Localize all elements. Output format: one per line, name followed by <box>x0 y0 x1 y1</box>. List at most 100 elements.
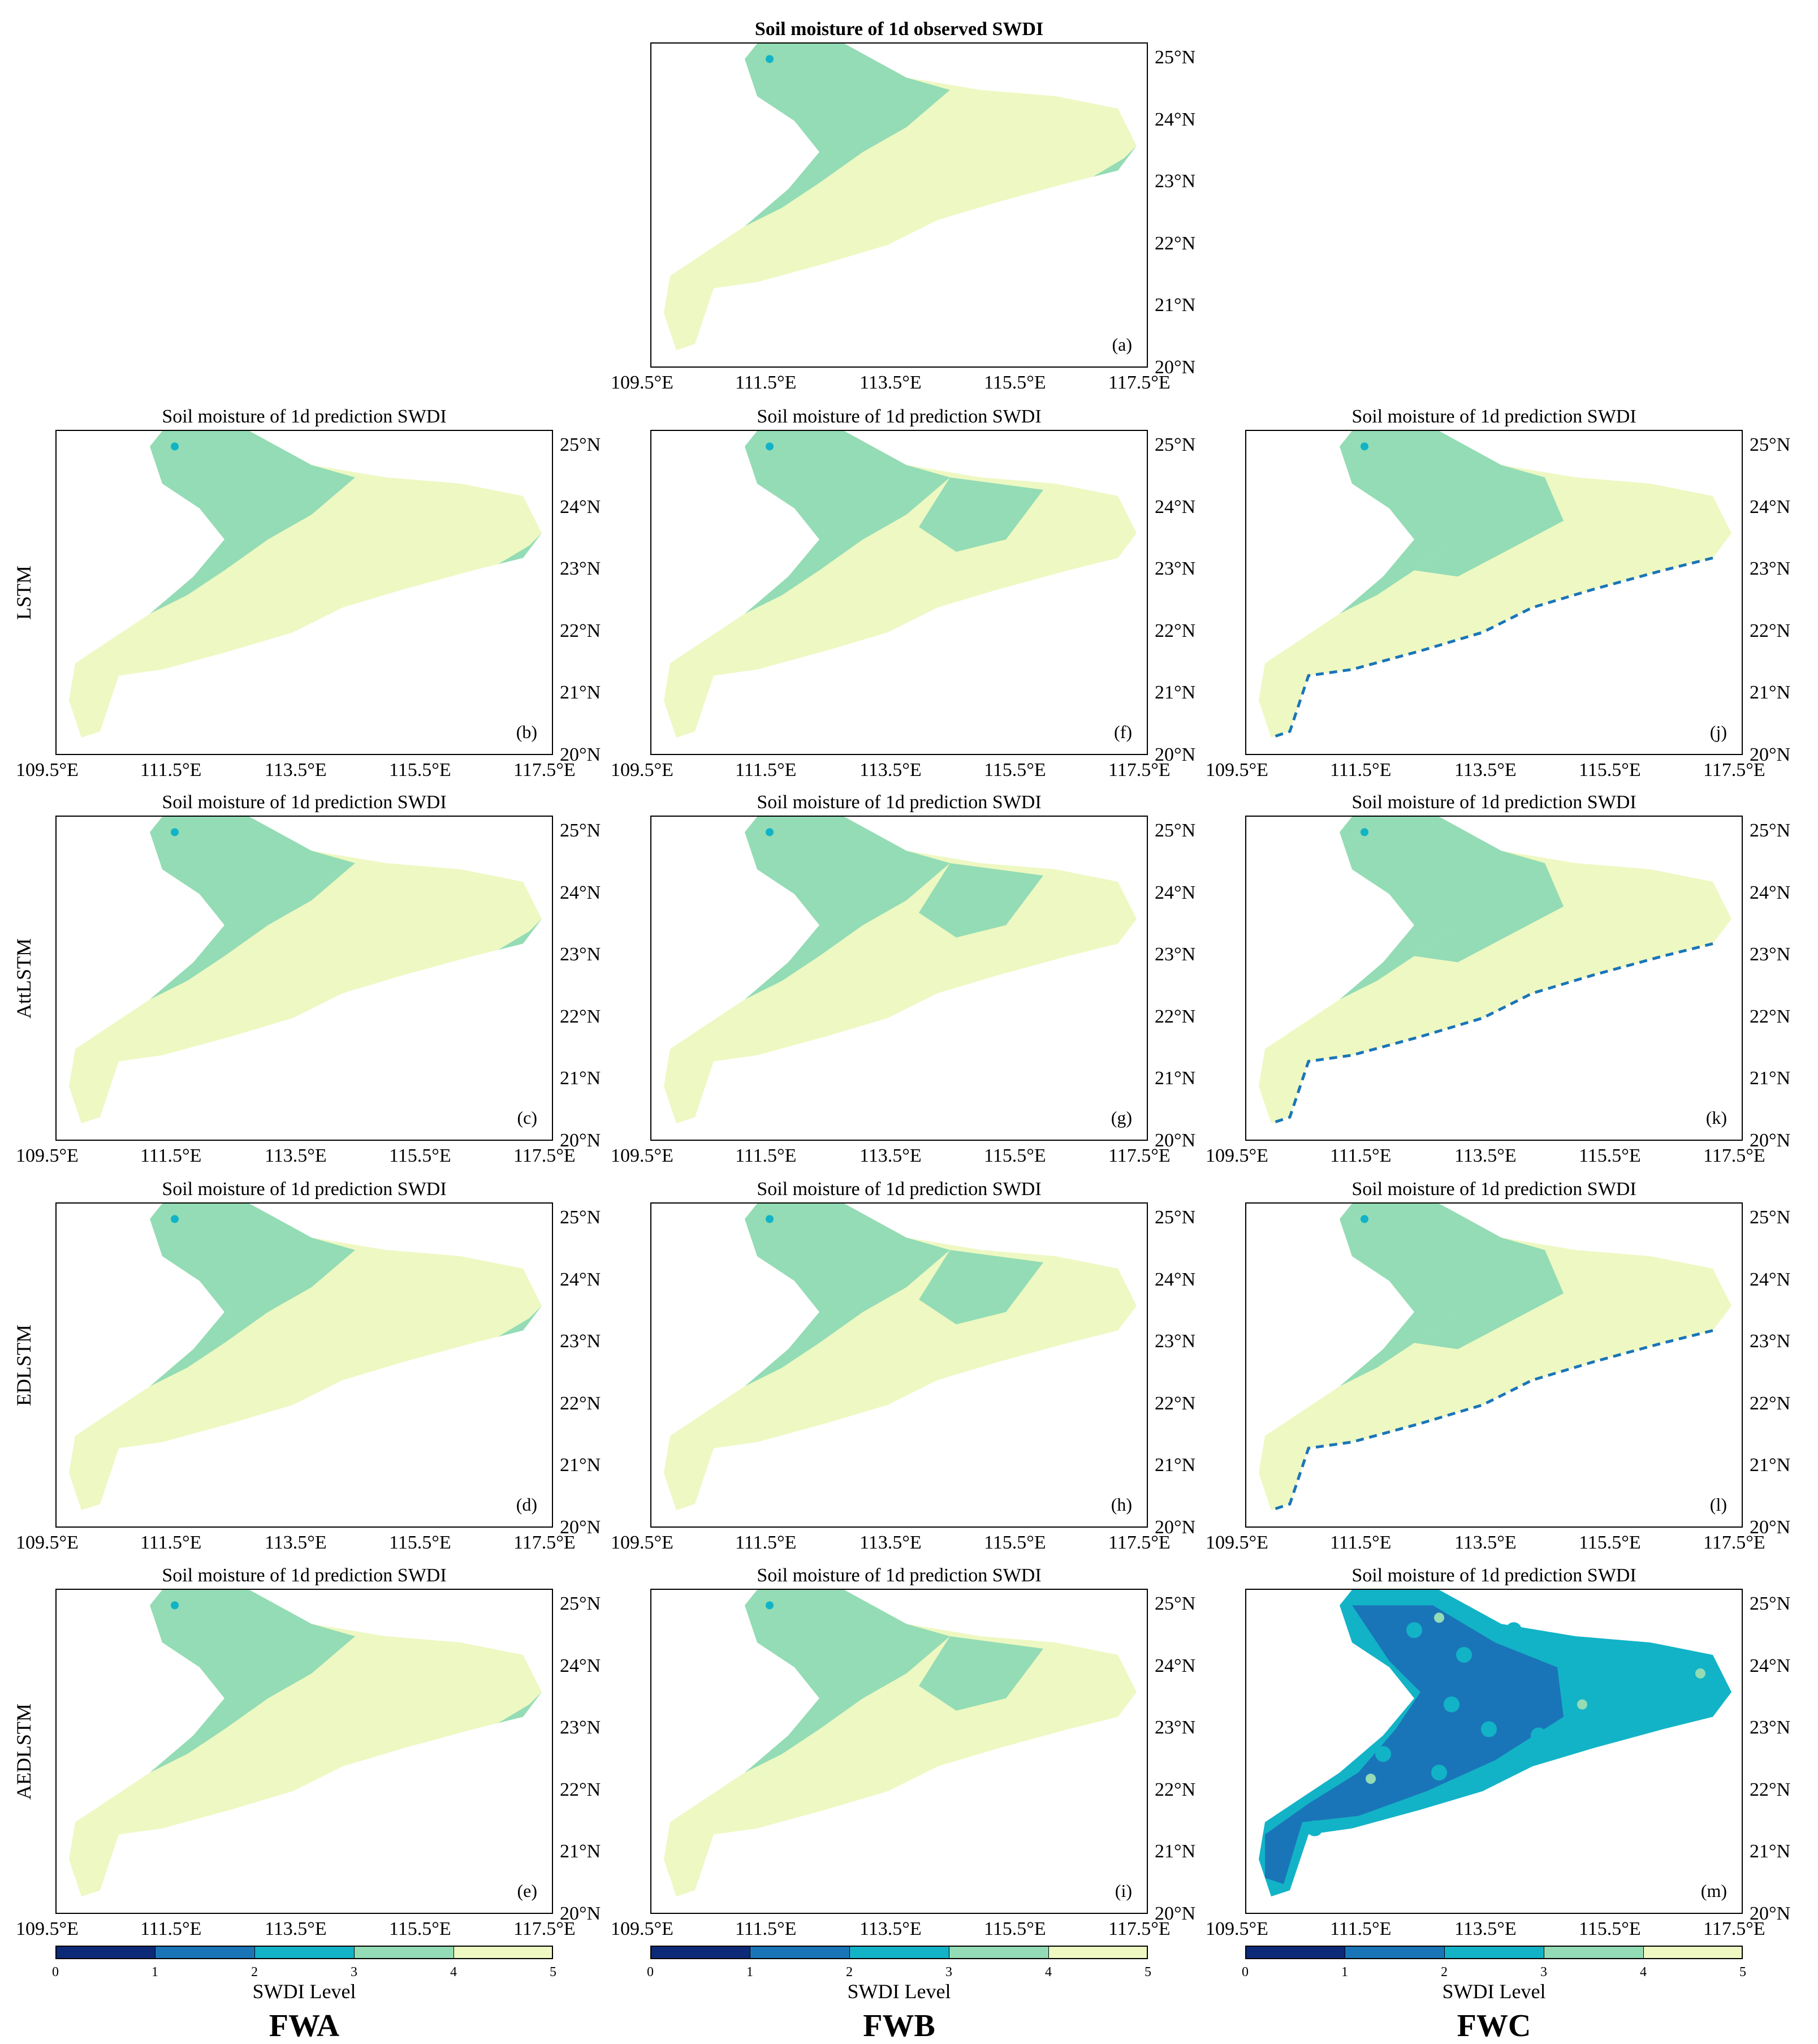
lon-tick-label: 117.5°E <box>1703 1145 1765 1166</box>
map-patch <box>766 1215 774 1223</box>
lat-tick-label: 21°N <box>1750 1841 1791 1862</box>
panel-title: Soil moisture of 1d observed SWDI <box>754 19 1044 40</box>
panel-label: (i) <box>1115 1881 1132 1901</box>
lat-tick-label: 25°N <box>1750 820 1791 842</box>
lon-tick-label: 115.5°E <box>984 1918 1046 1939</box>
map-patch <box>1366 1774 1376 1784</box>
lat-tick-label: 23°N <box>1155 171 1196 192</box>
map-region-level-3-4 <box>498 1692 542 1723</box>
colorbar-segment <box>750 1946 849 1959</box>
lat-tick-label: 21°N <box>560 682 601 704</box>
panel-title: Soil moisture of 1d prediction SWDI <box>757 1179 1042 1200</box>
colorbar-tick-label: 2 <box>251 1965 258 1980</box>
lon-tick-label: 113.5°E <box>860 372 922 393</box>
map-svg <box>69 1590 542 1897</box>
map-patch <box>171 1601 179 1610</box>
panel-title: Soil moisture of 1d prediction SWDI <box>757 1565 1042 1586</box>
map-svg <box>1259 1204 1731 1512</box>
lon-tick-label: 109.5°E <box>611 372 673 393</box>
lat-tick-label: 24°N <box>1750 1655 1791 1676</box>
lon-tick-label: 113.5°E <box>1454 1918 1517 1939</box>
colorbar-tick-label: 1 <box>152 1965 158 1980</box>
map-region-level-4-5 <box>69 1590 542 1897</box>
lat-tick-label: 21°N <box>560 1841 601 1862</box>
row-label-model: AEDLSTM <box>12 1704 35 1800</box>
map-patch <box>1361 1215 1368 1223</box>
lon-tick-label: 115.5°E <box>984 1532 1046 1553</box>
lat-tick-label: 24°N <box>1155 1269 1196 1290</box>
map-patch <box>1577 1699 1587 1710</box>
panel-label: (g) <box>1111 1107 1132 1128</box>
map-coastal-edge <box>1271 942 1713 1125</box>
map-region-level-3-4 <box>919 1636 1043 1711</box>
lat-tick-label: 21°N <box>1750 682 1791 704</box>
map-frame: (h) <box>650 1202 1148 1528</box>
lat-tick-label: 22°N <box>560 1006 601 1027</box>
panel-label: (l) <box>1709 1494 1727 1515</box>
map-patch <box>1456 1647 1472 1663</box>
colorbar: 0 1 2 3 4 5 SWDI Level FWC <box>1242 1946 1746 2043</box>
lat-tick-label: 20°N <box>1155 357 1196 378</box>
map-region-level-3-4 <box>745 817 950 1000</box>
map-patch <box>1506 1622 1522 1638</box>
lat-tick-label: 23°N <box>560 558 601 580</box>
lon-tick-label: 109.5°E <box>611 1532 673 1553</box>
panel-title: Soil moisture of 1d prediction SWDI <box>1351 406 1636 427</box>
panel-title: Soil moisture of 1d prediction SWDI <box>1351 792 1636 813</box>
map-svg <box>664 44 1137 351</box>
lon-tick-label: 115.5°E <box>389 1918 451 1939</box>
lat-tick-label: 23°N <box>1750 944 1791 965</box>
lat-tick-label: 20°N <box>1750 1903 1791 1924</box>
lon-tick-label: 111.5°E <box>1330 1532 1392 1553</box>
lat-tick-label: 24°N <box>560 496 601 518</box>
map-region-level-4-5 <box>1259 817 1731 1124</box>
map-region-level-3-4 <box>1414 863 1564 963</box>
lon-tick-label: 113.5°E <box>860 1918 922 1939</box>
lat-tick-label: 25°N <box>560 434 601 456</box>
lon-tick-label: 115.5°E <box>1579 1918 1641 1939</box>
colorbar-tick-label: 5 <box>1739 1965 1746 1980</box>
map-region-level-4-5 <box>1259 1204 1731 1511</box>
lon-tick-label: 117.5°E <box>1703 760 1765 780</box>
map-frame: (f) <box>650 430 1148 755</box>
lat-tick-label: 23°N <box>560 944 601 965</box>
lat-tick-label: 20°N <box>560 744 601 765</box>
lon-tick-label: 113.5°E <box>860 760 922 780</box>
map-patch <box>766 828 774 836</box>
lat-tick-label: 21°N <box>1155 1841 1196 1862</box>
lon-tick-label: 117.5°E <box>513 1532 576 1553</box>
lat-tick-label: 21°N <box>560 1455 601 1476</box>
map-svg <box>69 1204 542 1511</box>
colorbar-tick-label: 0 <box>1242 1965 1249 1980</box>
colorbar-label: SWDI Level <box>252 1980 356 2003</box>
lon-tick-label: 113.5°E <box>265 1918 327 1939</box>
lat-tick-label: 21°N <box>1155 1455 1196 1476</box>
colorbar-segment <box>354 1946 454 1959</box>
lon-tick-label: 109.5°E <box>1206 760 1268 780</box>
lat-tick-label: 24°N <box>560 1655 601 1676</box>
map-svg <box>1259 1590 1731 1897</box>
map-frame: (c) <box>55 816 553 1141</box>
panel-label: (c) <box>517 1107 537 1128</box>
panel-label: (e) <box>517 1881 537 1901</box>
lat-tick-label: 25°N <box>1750 1207 1791 1228</box>
map-patch <box>1434 1612 1444 1623</box>
lat-tick-label: 22°N <box>1155 620 1196 641</box>
lon-tick-label: 115.5°E <box>984 1145 1046 1166</box>
map-region-level-3-4 <box>919 477 1043 552</box>
lat-tick-label: 23°N <box>560 1331 601 1352</box>
method-label: FWA <box>269 2008 340 2043</box>
map-svg <box>664 431 1137 738</box>
map-patch <box>1481 1721 1497 1737</box>
lon-tick-label: 111.5°E <box>735 1918 797 1939</box>
lon-tick-label: 111.5°E <box>1330 1918 1392 1939</box>
panel-label: (h) <box>1111 1494 1132 1515</box>
map-patch <box>1375 1746 1391 1762</box>
map-panel-b: Soil moisture of 1d prediction SWDI (b) 25… <box>16 406 601 780</box>
lat-tick-label: 25°N <box>560 1593 601 1615</box>
map-region-level-3-4 <box>745 1590 950 1773</box>
lon-tick-label: 113.5°E <box>860 1532 922 1553</box>
map-panel-e: Soil moisture of 1d prediction SWDI (e) 25… <box>16 1565 601 1939</box>
lat-tick-label: 21°N <box>1750 1455 1791 1476</box>
lat-tick-label: 21°N <box>1155 1068 1196 1089</box>
